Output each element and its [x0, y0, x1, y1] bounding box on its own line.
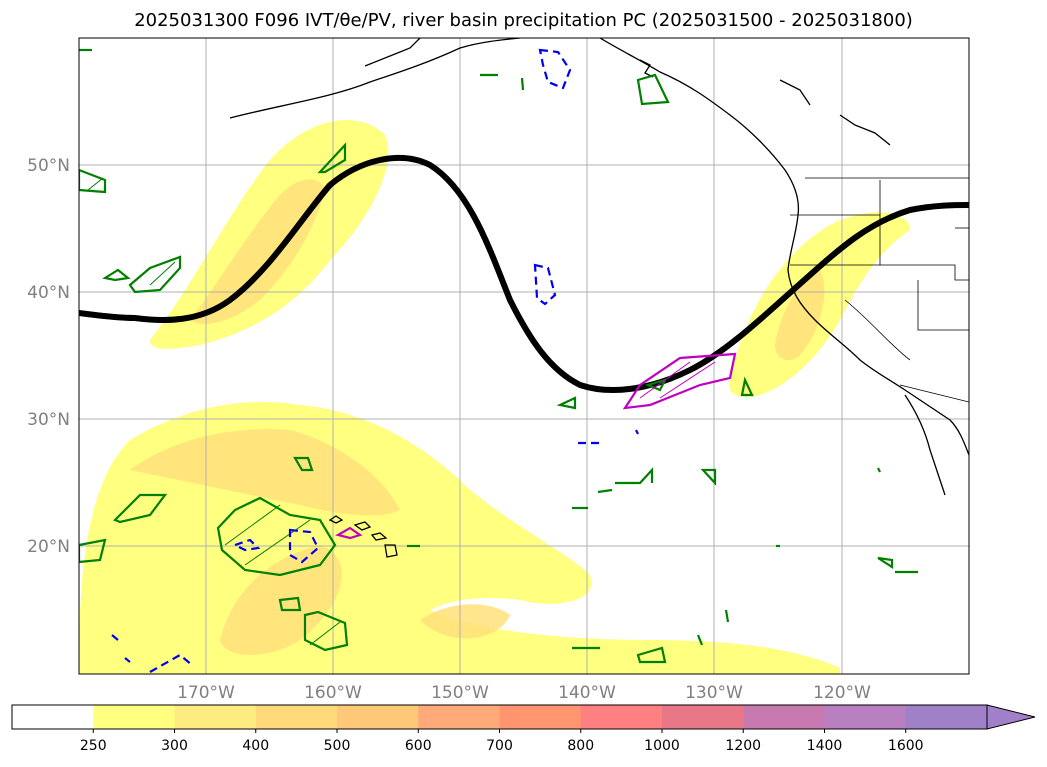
coastlines: [229, 38, 969, 558]
pv-positive-contours: [79, 48, 918, 664]
graticule: [79, 38, 969, 674]
map-frame: [78, 37, 970, 675]
lon-label: 140°W: [558, 683, 616, 703]
lat-label: 20°N: [27, 537, 70, 557]
lon-label: 170°W: [177, 683, 235, 703]
lon-label: 120°W: [813, 683, 871, 703]
lat-label: 50°N: [27, 156, 70, 176]
lon-label: 130°W: [685, 683, 743, 703]
lat-label: 40°N: [27, 283, 70, 303]
precip-pc-hatch: [639, 361, 716, 399]
lat-label: 30°N: [27, 410, 70, 430]
pv-positive-hatch: [87, 177, 341, 646]
political-borders: [790, 177, 969, 403]
lon-label: 160°W: [304, 683, 362, 703]
theta-e-contour: [79, 155, 969, 393]
pv-negative-contours: [111, 48, 639, 673]
precip-pc-contours: [335, 352, 737, 540]
map-title: 2025031300 F096 IVT/θe/PV, river basin p…: [134, 10, 913, 31]
lon-label: 150°W: [431, 683, 489, 703]
